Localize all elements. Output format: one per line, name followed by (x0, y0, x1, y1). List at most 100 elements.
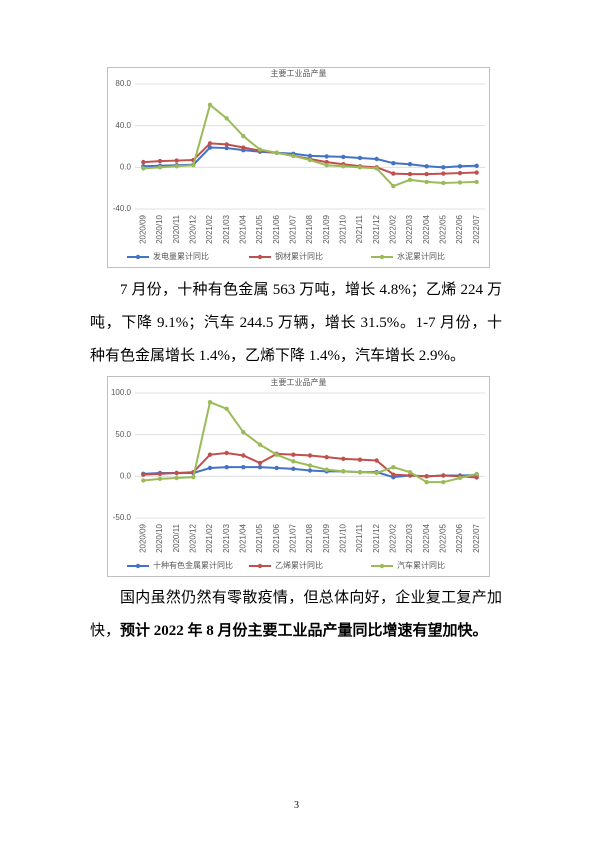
point (224, 464, 229, 470)
point (324, 159, 329, 165)
legend-label: 钢材累计同比 (275, 251, 323, 261)
point (407, 162, 413, 167)
point (157, 471, 163, 477)
point (224, 116, 229, 121)
point (374, 458, 379, 463)
x-tick-label: 2021/08 (305, 214, 314, 243)
x-tick-label: 2021/09 (322, 523, 331, 552)
chart-title: 主要工业品产量 (271, 68, 327, 78)
x-tick-label: 2021/03 (222, 523, 231, 552)
point (307, 468, 313, 473)
point (457, 180, 463, 185)
x-tick-label: 2021/10 (338, 214, 347, 243)
point (407, 473, 413, 478)
y-tick-label: 50.0 (115, 430, 131, 439)
point (341, 164, 346, 169)
point (441, 165, 446, 170)
point (307, 153, 313, 159)
bold-text: 预计 2022 年 8 月份主要工业品产量同比增速有望加快。 (120, 623, 488, 639)
y-tick-label: -40.0 (113, 204, 132, 213)
chart: 主要工业品产量 -50.0 0.0 50.0 100.0 2020/09 2020/10 20… (107, 376, 490, 577)
point (291, 153, 296, 159)
x-tick-label: 2022/06 (455, 214, 464, 243)
y-tick-label: 100.0 (111, 388, 132, 397)
point (274, 452, 279, 457)
paragraph: 国内虽然仍然有零散疫情，但总体向好，企业复工复产加快，预计 2022 年 8 月… (90, 582, 502, 648)
point (257, 147, 263, 152)
point (457, 475, 463, 481)
x-tick-label: 2022/03 (405, 523, 414, 552)
point (174, 158, 179, 163)
legend-marker (135, 563, 141, 569)
point (324, 154, 329, 159)
x-tick-label: 2021/06 (272, 214, 281, 243)
point (257, 460, 263, 466)
paragraph: 7 月份，十种有色金属 563 万吨，增长 4.8%；乙烯 224 万吨，下降 … (90, 282, 502, 364)
y-tick-label: 40.0 (115, 121, 131, 130)
point (374, 470, 379, 476)
point (474, 475, 479, 480)
point (207, 145, 213, 150)
x-tick-label: 2021/11 (355, 214, 364, 243)
point (474, 170, 479, 175)
point (291, 459, 296, 464)
point (141, 166, 146, 171)
point (141, 159, 146, 165)
x-tick-label: 2021/07 (288, 214, 297, 243)
point (191, 474, 196, 480)
point (424, 171, 429, 177)
point (407, 171, 413, 177)
x-tick-label: 2021/11 (355, 523, 364, 552)
point (241, 429, 246, 435)
point (224, 450, 229, 456)
chart: 主要工业品产量 -40.0 0.0 40.0 80.0 2020/09 2020/10 202… (107, 67, 490, 268)
point (241, 464, 246, 470)
x-tick-label: 2020/11 (172, 214, 181, 243)
point (307, 157, 313, 163)
point (157, 165, 163, 170)
point (307, 453, 313, 458)
point (324, 163, 329, 168)
x-tick-label: 2022/07 (472, 523, 481, 552)
point (207, 141, 213, 146)
chart-title: 主要工业品产量 (271, 377, 327, 387)
point (391, 472, 396, 477)
x-tick-label: 2022/02 (388, 523, 397, 552)
point (391, 160, 396, 166)
point (291, 452, 296, 457)
legend-label: 十种有色金属累计同比 (153, 560, 233, 570)
point (141, 478, 146, 483)
x-tick-label: 2022/02 (388, 214, 397, 243)
point (441, 171, 446, 176)
x-tick-label: 2020/10 (155, 214, 164, 243)
x-tick-label: 2022/04 (422, 214, 431, 243)
x-tick-label: 2022/04 (422, 523, 431, 552)
point (424, 479, 429, 485)
point (224, 406, 229, 412)
legend-label: 发电量累计同比 (153, 251, 209, 261)
point (391, 171, 396, 176)
x-tick-label: 2020/09 (138, 214, 147, 243)
text: 国内虽然仍然有零散疫情，但总体向好，企业复工复产加快， (90, 590, 502, 639)
x-tick-label: 2020/12 (188, 214, 197, 243)
x-tick-label: 2021/02 (205, 214, 214, 243)
x-tick-label: 2022/07 (472, 214, 481, 243)
point (357, 457, 363, 462)
x-tick-label: 2020/10 (155, 523, 164, 552)
x-tick-label: 2021/07 (288, 523, 297, 552)
point (224, 142, 229, 147)
point (474, 471, 479, 477)
x-tick-label: 2020/11 (172, 523, 181, 552)
point (157, 476, 163, 482)
point (407, 469, 413, 475)
point (157, 158, 163, 164)
legend-label: 汽车累计同比 (397, 560, 445, 570)
point (191, 163, 196, 168)
point (457, 170, 463, 176)
y-tick-label: -50.0 (113, 513, 132, 522)
x-tick-label: 2021/03 (222, 214, 231, 243)
point (224, 145, 229, 151)
point (241, 133, 246, 139)
point (341, 469, 346, 474)
